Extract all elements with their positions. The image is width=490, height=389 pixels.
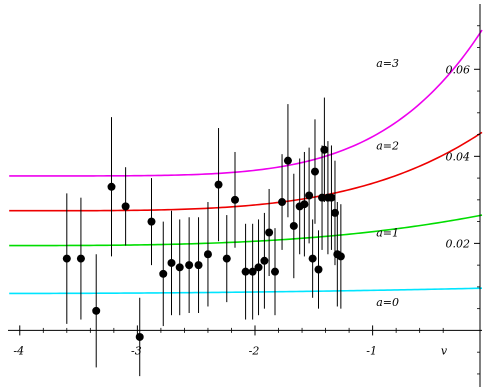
data-point [185,261,194,270]
y-tick-label: 0.06 [446,63,471,76]
data-point [327,193,336,202]
data-point [265,228,274,237]
errorbars-layer [66,97,342,377]
curve-label-a-1: a=1 [376,226,399,239]
data-point [308,254,317,263]
data-point [336,252,345,261]
data-point [194,261,203,270]
data-point [330,208,339,217]
data-point [254,263,263,272]
curve-label-a-0: a=0 [376,296,399,309]
data-point [147,217,156,226]
data-point [175,263,184,272]
data-point [283,156,292,165]
data-point [62,254,71,263]
data-point [320,145,329,154]
curve-a-3 [9,29,483,177]
x-axis-label: v [441,344,448,357]
data-point [76,254,85,263]
data-point [121,202,130,211]
data-point [314,265,323,274]
data-point [241,267,250,276]
data-point [107,182,116,191]
data-point [222,254,231,263]
x-tick-label: -4 [13,344,24,357]
data-point [300,200,309,209]
data-point [214,180,223,189]
data-point [270,267,279,276]
x-tick-label: -1 [366,344,377,357]
y-tick-label: 0.04 [446,150,471,163]
data-point [260,256,269,265]
axes-layer [8,4,482,387]
curve-a-2 [9,131,483,212]
data-point [278,198,287,207]
data-point [159,269,168,278]
data-point [289,221,298,230]
y-tick-label: 0.02 [446,237,471,250]
data-point [310,167,319,176]
data-point [92,306,101,315]
x-tick-label: -3 [131,344,142,357]
data-point [167,258,176,267]
curve-label-a-2: a=2 [376,139,399,152]
data-point [203,250,212,259]
labels-layer: a=0 a=1 a=2 a=3 -4 -3 -2 -1 v 0.02 0.04 0.06 [13,57,470,358]
data-point [248,267,257,276]
x-tick-label: -2 [249,344,260,357]
points-layer [62,145,345,341]
data-point [305,191,314,200]
data-point [318,193,327,202]
curve-label-a-3: a=3 [376,57,399,70]
data-point [231,195,240,204]
